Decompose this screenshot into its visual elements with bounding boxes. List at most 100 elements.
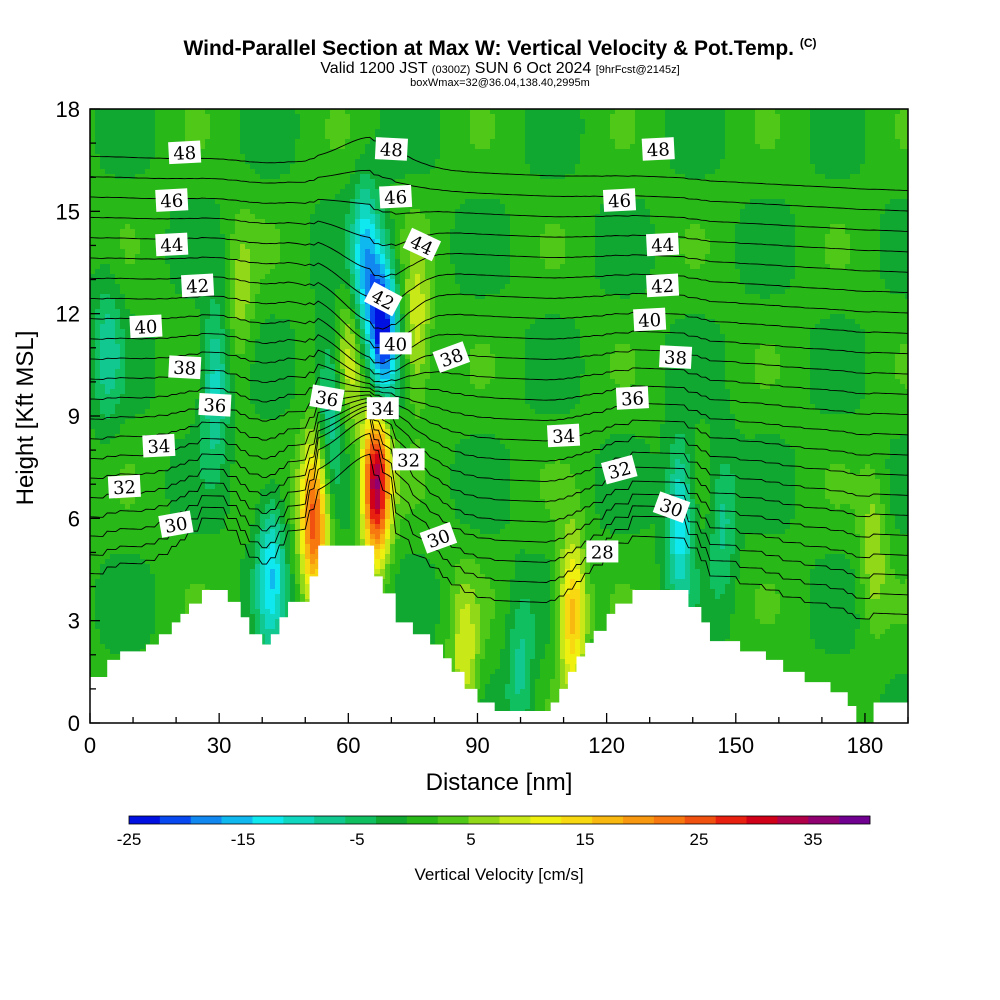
velocity-cell xyxy=(220,304,226,310)
velocity-cell xyxy=(265,339,271,345)
velocity-cell xyxy=(135,149,141,155)
velocity-cell xyxy=(265,209,271,215)
velocity-cell xyxy=(170,389,176,395)
velocity-cell xyxy=(155,134,161,140)
velocity-cell xyxy=(135,144,141,150)
velocity-cell xyxy=(110,509,116,515)
velocity-cell xyxy=(270,279,276,285)
velocity-cell xyxy=(265,334,271,340)
velocity-cell xyxy=(235,509,241,515)
velocity-cell xyxy=(120,504,126,510)
velocity-cell xyxy=(145,189,151,195)
velocity-cell xyxy=(190,444,196,450)
velocity-cell xyxy=(245,284,251,290)
velocity-cell xyxy=(255,624,261,630)
velocity-cell xyxy=(275,509,281,515)
velocity-cell xyxy=(140,219,146,225)
velocity-cell xyxy=(90,279,96,285)
velocity-cell xyxy=(140,609,146,615)
velocity-cell xyxy=(270,314,276,320)
velocity-cell xyxy=(265,214,271,220)
velocity-cell xyxy=(130,449,136,455)
velocity-cell xyxy=(145,594,151,600)
velocity-cell xyxy=(140,534,146,540)
velocity-cell xyxy=(155,214,161,220)
velocity-cell xyxy=(210,264,216,270)
velocity-cell xyxy=(245,334,251,340)
velocity-cell xyxy=(90,674,96,680)
velocity-cell xyxy=(205,499,211,505)
velocity-cell xyxy=(165,349,171,355)
velocity-cell xyxy=(165,129,171,135)
velocity-cell xyxy=(90,309,96,315)
velocity-cell xyxy=(150,574,156,580)
velocity-cell xyxy=(90,419,96,425)
velocity-cell xyxy=(150,484,156,490)
velocity-cell xyxy=(230,589,236,595)
velocity-cell xyxy=(250,219,256,225)
velocity-cell xyxy=(220,459,226,465)
velocity-cell xyxy=(290,224,296,230)
velocity-cell xyxy=(115,599,121,605)
velocity-cell xyxy=(250,509,256,515)
velocity-cell xyxy=(285,494,291,500)
velocity-cell xyxy=(260,489,266,495)
velocity-cell xyxy=(280,614,286,620)
velocity-cell xyxy=(110,629,116,635)
velocity-cell xyxy=(190,434,196,440)
velocity-cell xyxy=(250,589,256,595)
velocity-cell xyxy=(185,259,191,265)
velocity-cell xyxy=(205,444,211,450)
velocity-cell xyxy=(145,399,151,405)
velocity-cell xyxy=(150,354,156,360)
velocity-cell xyxy=(170,114,176,120)
velocity-cell xyxy=(105,269,111,275)
velocity-cell xyxy=(220,384,226,390)
velocity-cell xyxy=(260,109,266,115)
velocity-cell xyxy=(135,394,141,400)
velocity-cell xyxy=(125,299,131,305)
velocity-cell xyxy=(180,114,186,120)
velocity-cell xyxy=(185,584,191,590)
velocity-cell xyxy=(190,439,196,445)
velocity-cell xyxy=(120,244,126,250)
velocity-cell xyxy=(105,144,111,150)
velocity-cell xyxy=(200,584,206,590)
velocity-cell xyxy=(265,164,271,170)
velocity-cell xyxy=(255,319,261,325)
velocity-cell xyxy=(215,134,221,140)
velocity-cell xyxy=(225,494,231,500)
velocity-cell xyxy=(115,304,121,310)
velocity-cell xyxy=(140,204,146,210)
velocity-cell xyxy=(145,374,151,380)
velocity-cell xyxy=(170,264,176,270)
velocity-cell xyxy=(250,354,256,360)
velocity-cell xyxy=(175,169,181,175)
velocity-cell xyxy=(230,234,236,240)
velocity-cell xyxy=(215,429,221,435)
velocity-cell xyxy=(225,524,231,530)
velocity-cell xyxy=(225,374,231,380)
velocity-cell xyxy=(100,479,106,485)
velocity-cell xyxy=(260,229,266,235)
velocity-cell xyxy=(155,344,161,350)
velocity-cell xyxy=(115,589,121,595)
velocity-cell xyxy=(165,354,171,360)
velocity-cell xyxy=(165,389,171,395)
velocity-cell xyxy=(220,234,226,240)
velocity-cell xyxy=(265,129,271,135)
velocity-cell xyxy=(130,579,136,585)
velocity-cell xyxy=(220,134,226,140)
velocity-cell xyxy=(205,479,211,485)
velocity-cell xyxy=(220,529,226,535)
velocity-cell xyxy=(135,554,141,560)
velocity-cell xyxy=(255,449,261,455)
velocity-cell xyxy=(125,204,131,210)
velocity-cell xyxy=(225,509,231,515)
velocity-cell xyxy=(235,329,241,335)
velocity-cell xyxy=(185,254,191,260)
velocity-cell xyxy=(170,349,176,355)
velocity-cell xyxy=(255,279,261,285)
velocity-cell xyxy=(220,299,226,305)
velocity-cell xyxy=(225,289,231,295)
